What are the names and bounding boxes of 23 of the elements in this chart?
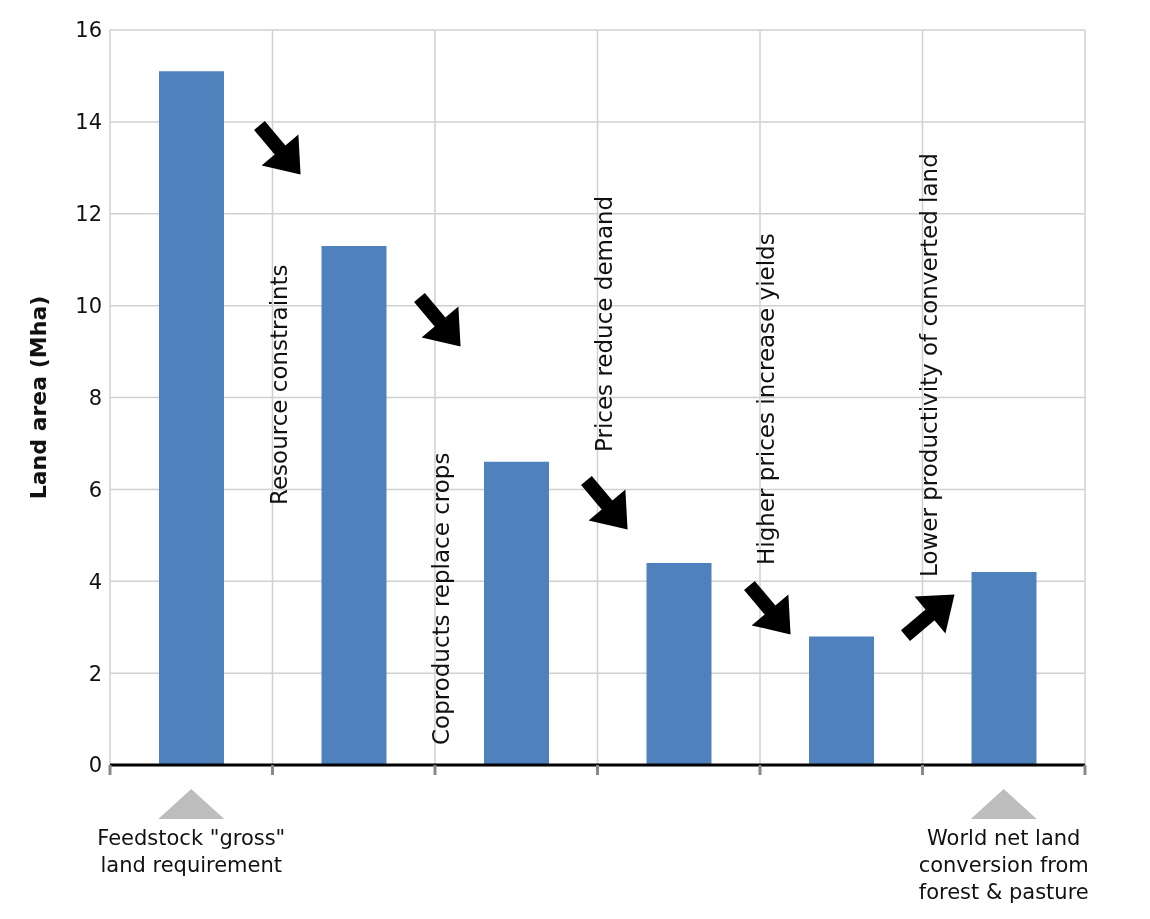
y-tick-label: 12: [75, 202, 102, 227]
bar: [159, 71, 224, 765]
y-tick-label: 10: [75, 294, 102, 319]
y-tick-label: 2: [88, 661, 102, 686]
x-tick-label: World net land conversion from forest & pasture: [918, 826, 1089, 904]
annotation: Coproducts replace crops: [428, 452, 454, 745]
bar: [321, 245, 387, 765]
bar: [809, 636, 874, 765]
annotation: Resource constraints: [265, 264, 292, 505]
y-axis-title: Land area (Mha): [25, 295, 51, 500]
bar: [484, 461, 549, 765]
annotation: Higher prices increase yields: [753, 233, 779, 565]
bar: [646, 562, 712, 765]
y-tick-label: 0: [88, 753, 102, 778]
y-tick-label: 8: [88, 385, 102, 410]
bar: [971, 572, 1037, 765]
annotation: Prices reduce demand: [590, 195, 617, 452]
y-tick-label: 14: [75, 110, 102, 135]
y-tick-label: 4: [88, 569, 102, 594]
y-tick-label: 6: [88, 477, 102, 502]
annotation: Lower productivity of converted land: [915, 153, 942, 577]
y-tick-label: 16: [75, 18, 102, 43]
x-tick-label: Feedstock "gross" land requirement: [97, 826, 286, 877]
